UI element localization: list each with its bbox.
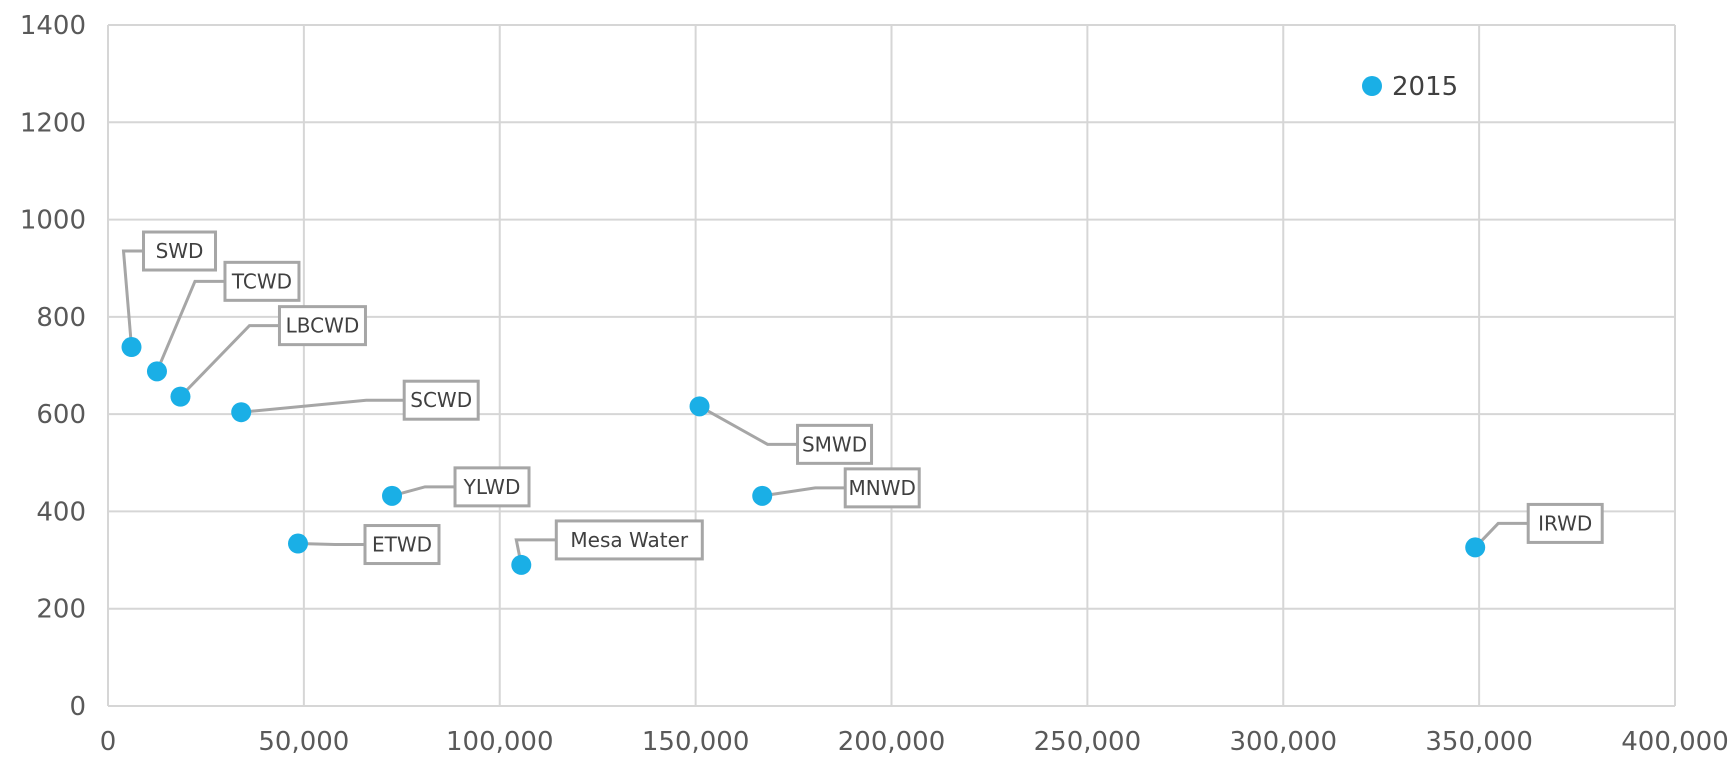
x-axis-ticks: 0 50,000 100,000 150,000 200,000 250,000 300,0… (100, 727, 1729, 757)
y-tick-label: 600 (36, 400, 86, 430)
y-tick-label: 200 (36, 595, 86, 625)
data-label-box (843, 467, 921, 509)
x-tick-label: 0 (100, 727, 117, 757)
y-tick-label: 800 (36, 303, 86, 333)
x-tick-label: 150,000 (642, 727, 750, 757)
data-point (287, 533, 308, 554)
data-point (170, 386, 191, 407)
leader-line (241, 398, 405, 414)
data-label: TCWD (231, 269, 292, 293)
data-label: SMWD (802, 432, 867, 456)
data-label: SWD (156, 239, 204, 263)
data-point (382, 485, 403, 506)
data-label-box (453, 466, 531, 508)
data-label: ETWD (372, 533, 432, 557)
leader-line (297, 542, 365, 547)
x-tick-label: 300,000 (1229, 727, 1337, 757)
data-label-box (363, 524, 441, 566)
y-tick-label: 1000 (20, 206, 86, 236)
leader-line (155, 279, 225, 372)
data-label: IRWD (1538, 511, 1592, 535)
data-point (231, 402, 252, 423)
data-label: MNWD (849, 476, 916, 500)
x-tick-label: 350,000 (1425, 727, 1533, 757)
legend-marker (1362, 76, 1382, 96)
x-tick-label: 50,000 (258, 727, 349, 757)
data-label-box (1526, 502, 1604, 544)
x-tick-label: 250,000 (1034, 727, 1142, 757)
data-point (752, 485, 773, 506)
data-labels: SWD TCWD LBCWD SCWD ETWD YLWD Mesa Water SMWD MN… (142, 230, 1604, 566)
data-point (511, 554, 532, 575)
data-label: YLWD (463, 475, 521, 499)
y-tick-label: 400 (36, 497, 86, 527)
leader-line (391, 485, 456, 498)
legend-label: 2015 (1392, 72, 1458, 102)
x-tick-label: 200,000 (838, 727, 946, 757)
data-label: LBCWD (286, 314, 360, 338)
leader-line (179, 324, 280, 398)
data-point (689, 396, 710, 417)
leader-line (1474, 521, 1529, 549)
data-label-box (277, 305, 367, 347)
y-tick-label: 0 (69, 692, 86, 722)
leader-line (121, 249, 144, 348)
data-point (1465, 537, 1486, 558)
data-point (121, 337, 142, 358)
data-label-box (223, 260, 301, 302)
grid (107, 24, 1676, 707)
data-point (146, 361, 167, 382)
x-tick-label: 400,000 (1621, 727, 1729, 757)
data-label-box (402, 379, 480, 421)
data-label-box (142, 230, 218, 272)
x-tick-label: 100,000 (446, 727, 554, 757)
y-axis-ticks: 0 200 400 600 800 1000 1200 1400 (20, 11, 86, 722)
y-tick-label: 1200 (20, 108, 86, 138)
leader-line (761, 486, 846, 498)
legend: 2015 (1362, 72, 1458, 102)
data-label-box (554, 519, 704, 561)
data-label: Mesa Water (570, 528, 688, 552)
data-points (121, 337, 1486, 575)
data-label-box (796, 423, 874, 465)
y-tick-label: 1400 (20, 11, 86, 41)
leader-line (698, 405, 798, 446)
leader-lines (121, 249, 1529, 566)
data-label: SCWD (410, 388, 472, 412)
